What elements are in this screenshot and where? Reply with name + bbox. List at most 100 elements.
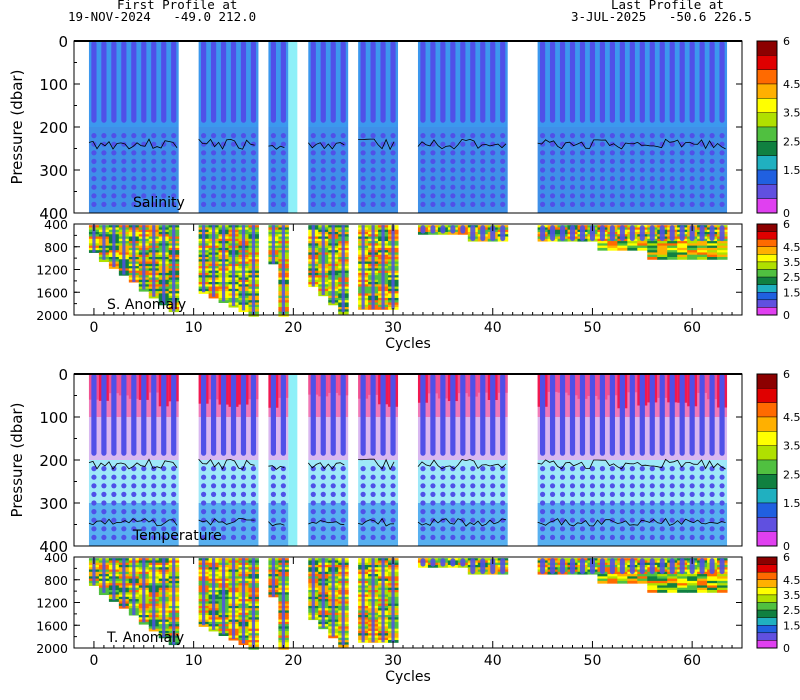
profile-point	[131, 193, 137, 199]
profile-point	[639, 184, 645, 190]
profile-point	[480, 500, 486, 506]
profile-point	[709, 500, 715, 506]
profile-column	[719, 558, 725, 575]
profile-point	[230, 141, 237, 147]
profile-point	[609, 176, 615, 182]
profile-point	[360, 483, 366, 489]
profile-point	[629, 193, 635, 199]
profile-column	[699, 374, 705, 456]
profile-point	[210, 184, 217, 190]
profile-column	[539, 41, 546, 123]
profile-column	[619, 558, 625, 575]
profile-point	[161, 517, 167, 523]
profile-point	[151, 176, 157, 182]
colorbar-swatch	[756, 254, 778, 263]
profile-point	[709, 193, 715, 199]
profile-point	[629, 201, 635, 207]
profile-point	[310, 176, 316, 182]
profile-column	[629, 225, 635, 242]
profile-column	[241, 558, 246, 644]
data-layer	[198, 417, 259, 460]
profile-point	[250, 483, 257, 489]
profile-point	[500, 201, 506, 207]
profile-point	[709, 201, 715, 207]
profile-point	[490, 500, 496, 506]
profile-point	[131, 167, 137, 173]
anomaly-cell	[657, 252, 668, 256]
profile-column	[470, 558, 476, 575]
profile-point	[151, 509, 157, 515]
profile-point	[450, 133, 456, 139]
profile-point	[559, 184, 566, 190]
anomaly-cell	[228, 637, 240, 641]
profile-column	[361, 225, 365, 310]
profile-point	[111, 150, 117, 156]
anomaly-cell	[677, 254, 688, 258]
profile-column	[92, 558, 96, 586]
profile-point	[131, 500, 137, 506]
profile-point	[101, 184, 107, 190]
profile-column	[669, 41, 675, 123]
anomaly-cell	[647, 580, 658, 584]
profile-point	[320, 184, 326, 190]
profile-point	[370, 184, 376, 190]
profile-point	[599, 491, 606, 497]
profile-point	[549, 500, 556, 506]
profile-point	[201, 184, 207, 190]
anomaly-cell	[607, 578, 618, 582]
profile-point	[619, 133, 625, 139]
colorbar-swatch	[756, 307, 778, 316]
profile-point	[320, 150, 326, 156]
profile-column	[371, 558, 375, 643]
profile-point	[500, 483, 506, 489]
profile-point	[699, 184, 705, 190]
profile-point	[310, 474, 316, 480]
profile-point	[240, 184, 247, 190]
profile-column	[211, 225, 216, 297]
profile-point	[210, 474, 217, 480]
profile-point	[639, 133, 645, 139]
profile-column	[440, 41, 446, 123]
colorbar-swatch	[756, 155, 778, 171]
profile-point	[121, 141, 127, 147]
anomaly-cell	[647, 576, 658, 580]
anomaly-cell	[627, 243, 638, 247]
profile-point	[569, 158, 576, 164]
anomaly-cell	[647, 585, 658, 589]
profile-point	[500, 133, 506, 139]
profile-point	[619, 193, 625, 199]
profile-column	[719, 225, 725, 242]
profile-column	[719, 374, 725, 456]
profile-point	[440, 193, 446, 199]
profile-point	[609, 474, 615, 480]
profile-column	[470, 225, 476, 242]
profile-point	[460, 184, 466, 190]
profile-column	[599, 225, 605, 242]
panel-label: T. Anomaly	[106, 630, 184, 646]
anomaly-cell	[657, 243, 668, 247]
profile-point	[340, 526, 346, 532]
anomaly-cell	[697, 245, 708, 249]
profile-point	[121, 500, 127, 506]
profile-point	[470, 133, 476, 139]
anomaly-cell	[707, 585, 718, 589]
profile-point	[440, 176, 446, 182]
colorbar-swatch	[756, 625, 778, 634]
profile-point	[360, 500, 366, 506]
profile-point	[111, 201, 117, 207]
anomaly-cell	[607, 241, 618, 244]
profile-point	[250, 150, 257, 156]
profile-point	[330, 167, 336, 173]
profile-column	[450, 41, 456, 123]
profile-point	[240, 491, 247, 497]
profile-point	[500, 184, 506, 190]
profile-point	[549, 167, 556, 173]
profile-point	[460, 534, 466, 541]
anomaly-cell	[647, 245, 658, 249]
anomaly-cell	[687, 254, 698, 258]
y-tick-label: 1600	[36, 285, 68, 300]
profile-point	[340, 500, 346, 506]
profile-point	[599, 483, 606, 489]
profile-point	[390, 483, 396, 489]
profile-point	[220, 491, 227, 497]
